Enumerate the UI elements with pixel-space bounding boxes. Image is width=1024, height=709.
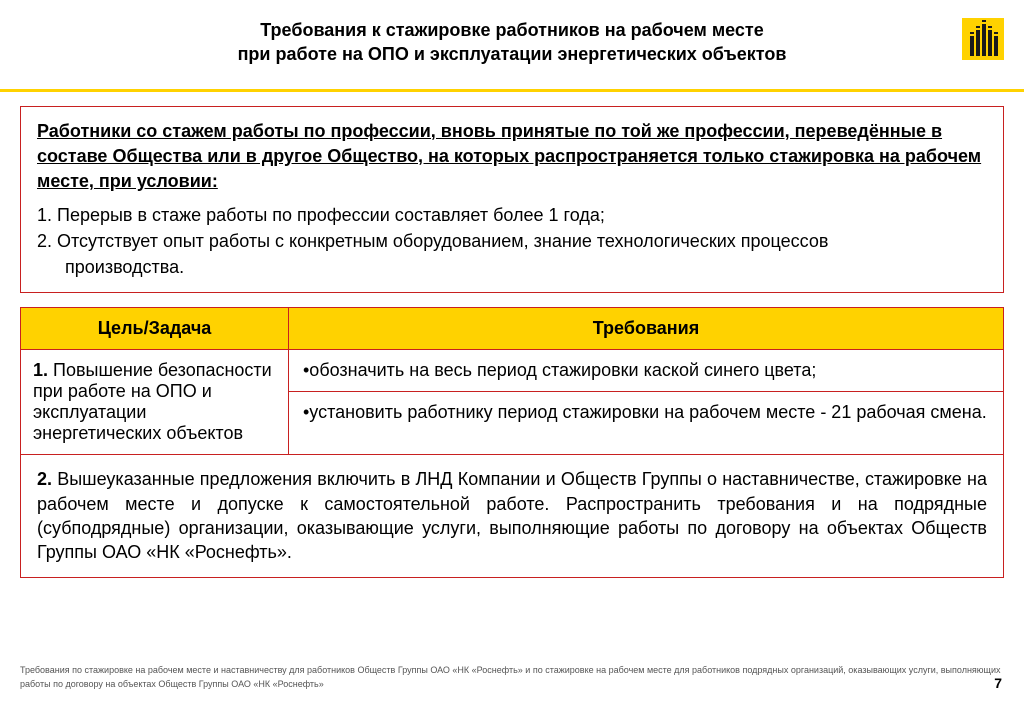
row1-goal-text: Повышение безопасности при работе на ОПО… <box>33 360 272 443</box>
requirement-bullet-1: •обозначить на весь период стажировки ка… <box>289 350 1003 392</box>
table-header-row: Цель/Задача Требования <box>21 308 1003 349</box>
slide-header: Требования к стажировке работников на ра… <box>0 0 1024 77</box>
intro-item-2b: производства. <box>37 254 987 280</box>
table-row-1: 1. Повышение безопасности при работе на … <box>21 349 1003 454</box>
footer-number: 2. <box>37 469 52 489</box>
requirement-bullet-2: •установить работнику период стажировки … <box>289 392 1003 433</box>
page-number: 7 <box>994 675 1002 691</box>
header-cell-requirements: Требования <box>289 308 1003 349</box>
row1-number: 1. <box>33 360 48 380</box>
intro-box: Работники со стажем работы по профессии,… <box>20 106 1004 294</box>
title-line-1: Требования к стажировке работников на ра… <box>260 20 764 40</box>
footer-text: Вышеуказанные предложения включить в ЛНД… <box>37 469 987 562</box>
row1-goal-cell: 1. Повышение безопасности при работе на … <box>21 350 289 454</box>
slide-title: Требования к стажировке работников на ра… <box>102 18 922 67</box>
title-line-2: при работе на ОПО и эксплуатации энергет… <box>238 44 787 64</box>
intro-heading: Работники со стажем работы по профессии,… <box>37 119 987 195</box>
rosneft-logo-icon <box>962 18 1004 60</box>
intro-item-2a: 2. Отсутствует опыт работы с конкретным … <box>37 228 987 254</box>
intro-item-1: 1. Перерыв в стаже работы по профессии с… <box>37 202 987 228</box>
requirements-table: Цель/Задача Требования 1. Повышение безо… <box>20 307 1004 577</box>
header-cell-goal: Цель/Задача <box>21 308 289 349</box>
slide-content: Работники со стажем работы по профессии,… <box>0 92 1024 578</box>
table-footer-row: 2. Вышеуказанные предложения включить в … <box>21 454 1003 576</box>
row1-requirements-cell: •обозначить на весь период стажировки ка… <box>289 350 1003 454</box>
footnote-text: Требования по стажировке на рабочем мест… <box>20 664 1004 691</box>
